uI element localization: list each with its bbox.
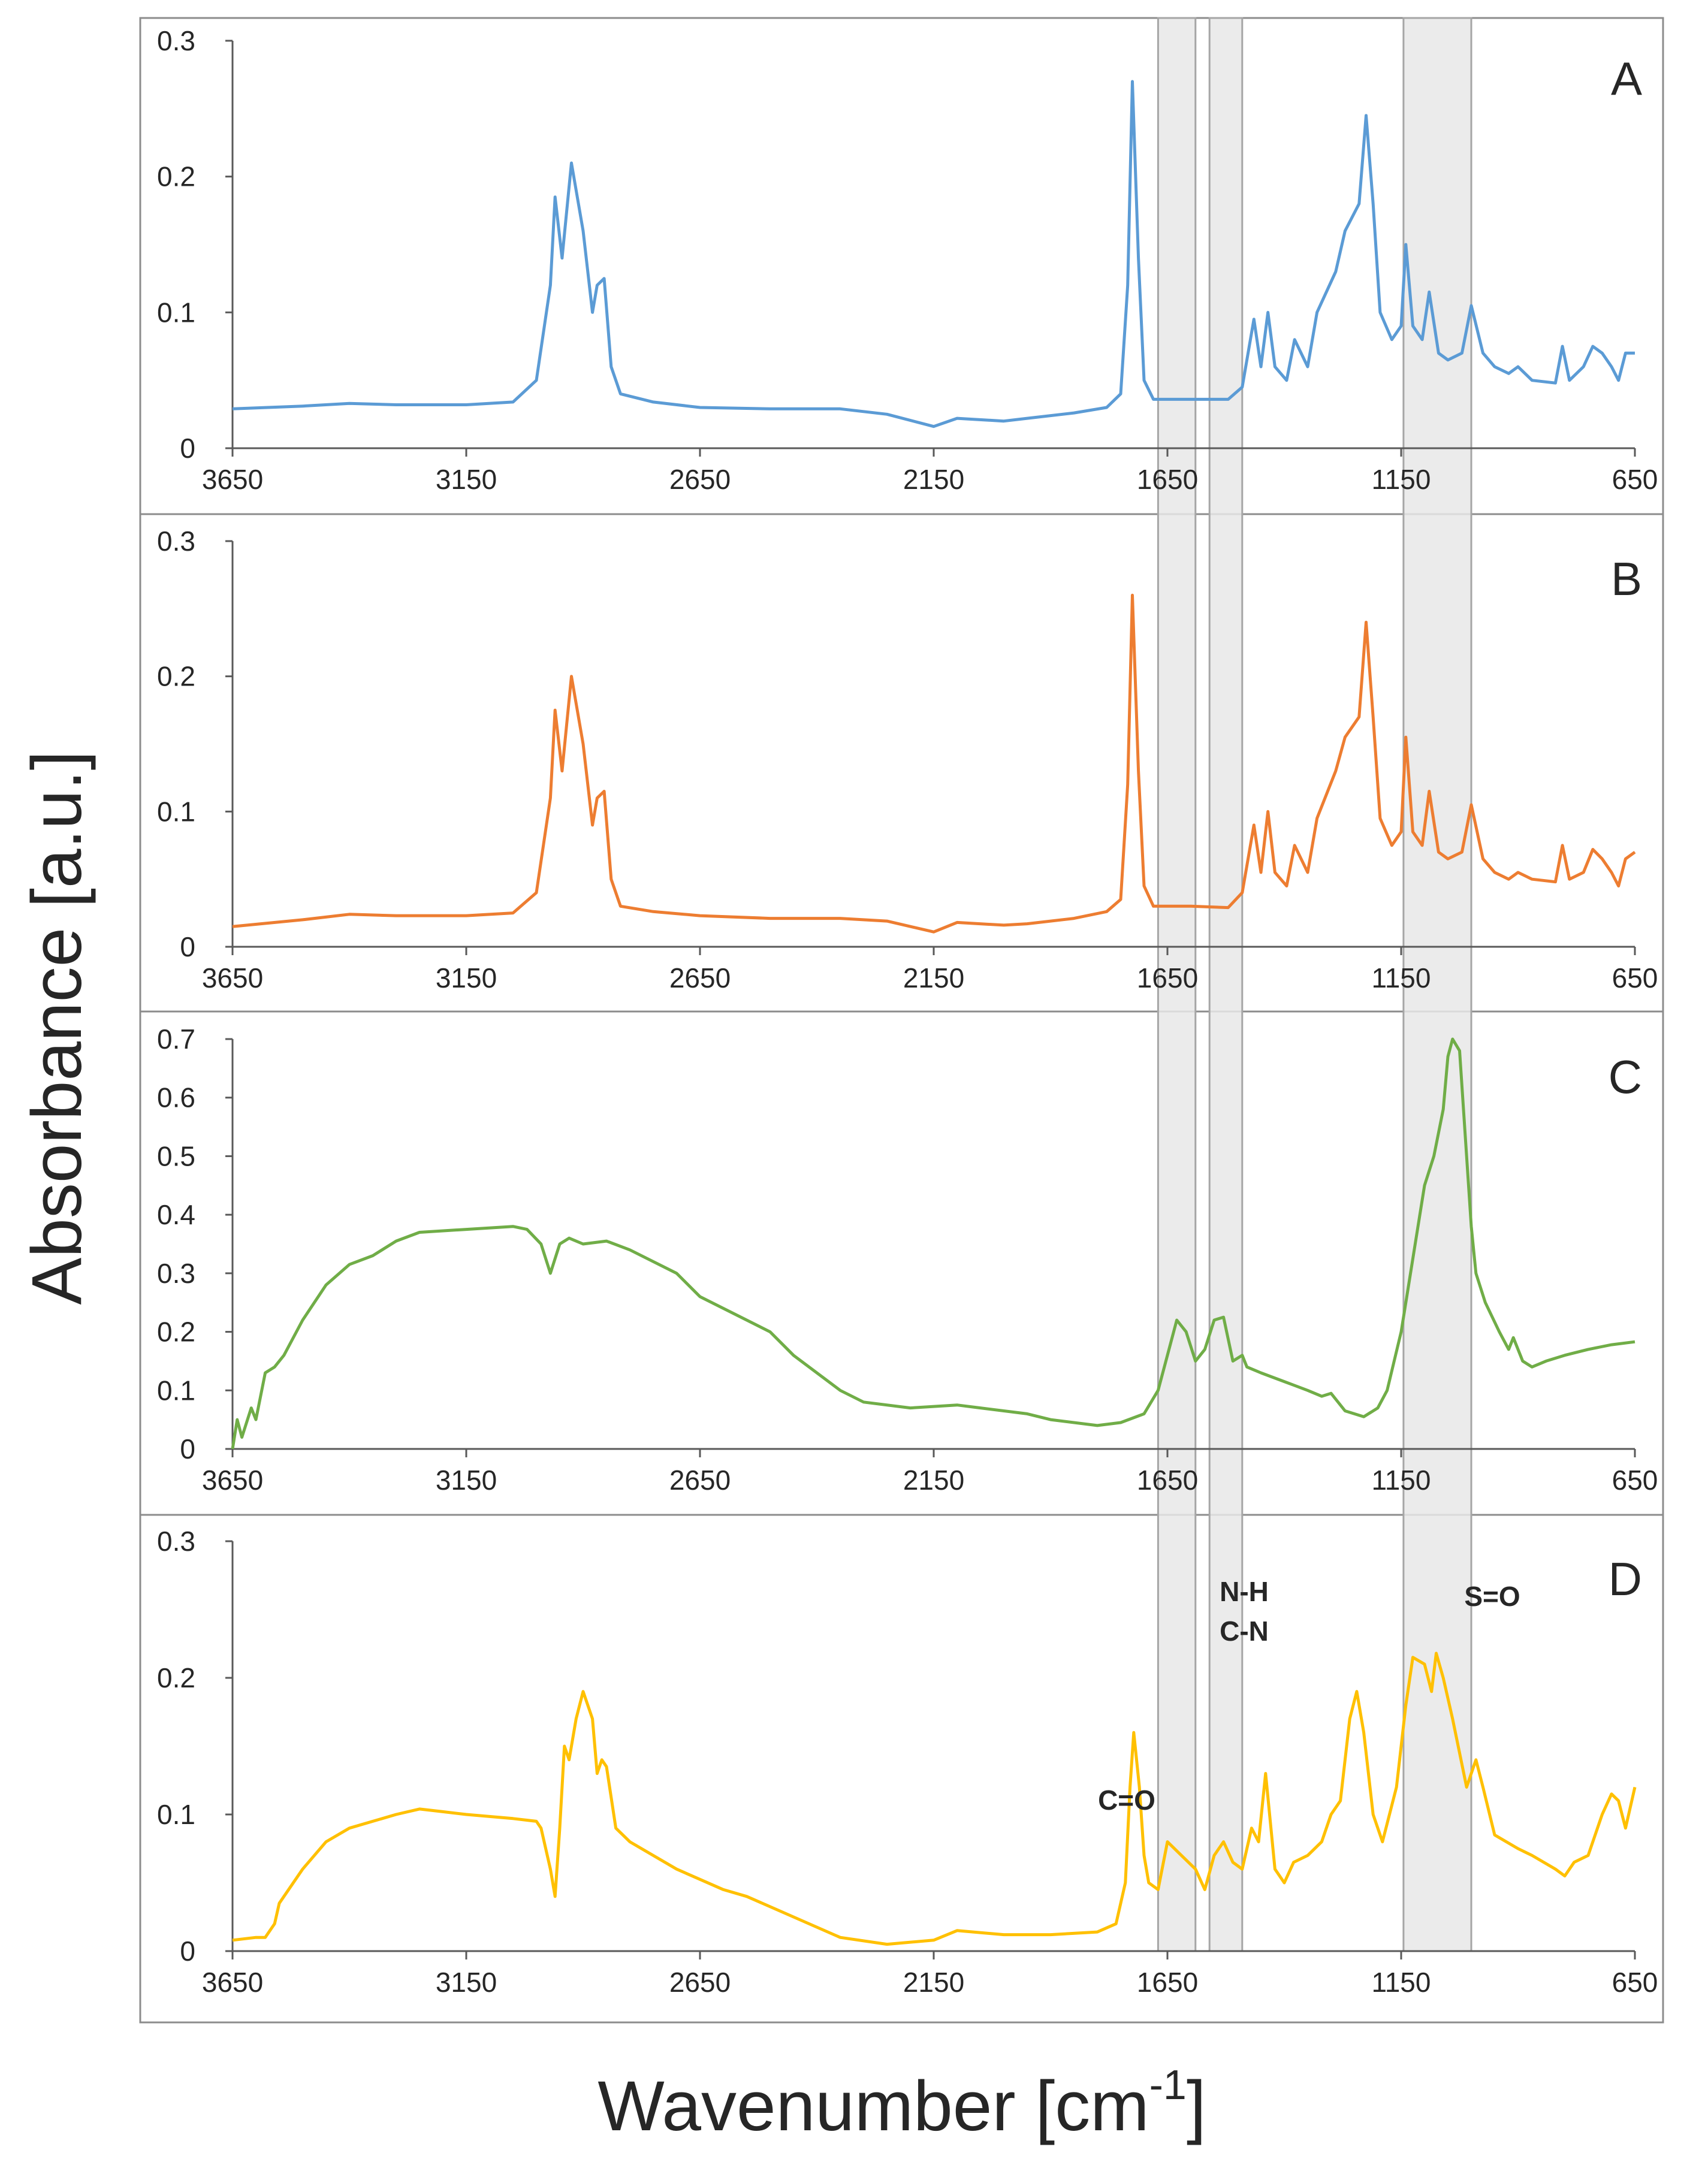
- y-tick-label-d: 0.1: [157, 1799, 195, 1830]
- y-tick-label-b: 0.1: [157, 796, 195, 827]
- band-label-c-o: C=O: [1098, 1785, 1155, 1816]
- x-tick-label-d: 1150: [1372, 1967, 1431, 1998]
- y-tick-label-c: 0.1: [157, 1375, 195, 1406]
- x-tick-label-b: 3150: [436, 962, 497, 994]
- panel-c: 0 0.1 0.2 0.3 0.4 0.5 0.6 0.7 3650 3150 2650 2150 16…: [157, 1023, 1658, 1496]
- spectrum-line-c: [231, 1037, 1635, 1450]
- x-tick-label-b: 650: [1612, 962, 1658, 994]
- x-tick-label-a: 3150: [436, 464, 497, 495]
- panel-b: 0 0.1 0.2 0.3 3650 3150 2650 2150 1650 1150 650 B: [157, 526, 1658, 994]
- y-tick-label-a: 0: [180, 433, 195, 464]
- y-tick-label-b: 0.3: [157, 526, 195, 557]
- x-tick-label-b: 2150: [903, 962, 964, 994]
- y-axis-title: Absorbance [a.u.]: [17, 751, 96, 1305]
- x-tick-label-d: 2650: [669, 1967, 731, 1998]
- spectrum-line-d: [232, 1651, 1637, 1946]
- panel-letter-b: B: [1611, 552, 1642, 605]
- x-tick-label-d: 1650: [1137, 1967, 1198, 1998]
- panel-frame-d: [139, 1514, 1664, 2024]
- x-tick-label-d: 3650: [202, 1967, 263, 1998]
- x-tick-label-a: 1150: [1372, 464, 1431, 495]
- x-tick-label-d: 2150: [903, 1967, 964, 1998]
- x-tick-label-a: 3650: [202, 464, 263, 495]
- y-tick-label-c: 0: [180, 1433, 195, 1465]
- x-axis-title: Wavenumber [cm-1]: [598, 2061, 1206, 2146]
- band-label-s-o: S=O: [1464, 1581, 1520, 1612]
- band-label-n-h: N-H: [1220, 1576, 1269, 1607]
- y-tick-label-c: 0.3: [157, 1258, 195, 1289]
- spectrum-line-b: [232, 593, 1636, 934]
- y-tick-label-a: 0.3: [157, 25, 195, 56]
- x-tick-label-b: 1150: [1372, 962, 1431, 994]
- y-tick-label-a: 0.1: [157, 297, 195, 328]
- x-tick-label-a: 1650: [1137, 464, 1198, 495]
- band-labels: C=O N-H C-N S=O: [1098, 1576, 1520, 1816]
- x-tick-label-b: 1650: [1137, 962, 1198, 994]
- shaded-band-2: [1208, 17, 1244, 1952]
- x-tick-label-a: 2150: [903, 464, 964, 495]
- x-tick-label-b: 2650: [669, 962, 731, 994]
- panel-frames: [139, 17, 1664, 2024]
- band-label-c-n: C-N: [1220, 1616, 1269, 1647]
- x-tick-label-b: 3650: [202, 962, 263, 994]
- x-tick-label-c: 1150: [1372, 1465, 1431, 1496]
- y-tick-label-c: 0.4: [157, 1199, 195, 1230]
- shaded-band-1: [1157, 17, 1197, 1952]
- x-tick-label-c: 650: [1612, 1465, 1658, 1496]
- panel-letter-c: C: [1609, 1050, 1642, 1103]
- y-tick-label-d: 0: [180, 1936, 195, 1967]
- y-tick-label-b: 0.2: [157, 661, 195, 692]
- y-tick-label-c: 0.5: [157, 1140, 195, 1171]
- y-tick-label-b: 0: [180, 931, 195, 962]
- y-tick-label-c: 0.2: [157, 1317, 195, 1348]
- panel-letter-a: A: [1611, 52, 1642, 105]
- y-tick-label-c: 0.7: [157, 1023, 195, 1055]
- x-tick-label-c: 2150: [903, 1465, 964, 1496]
- x-tick-label-c: 3650: [202, 1465, 263, 1496]
- panel-a: 0 0.1 0.2 0.3 3650 3150 2650 2150 1650 1150 650 A: [157, 25, 1658, 495]
- y-tick-label-d: 0.2: [157, 1662, 195, 1693]
- x-tick-label-c: 1650: [1137, 1465, 1198, 1496]
- x-tick-label-a: 650: [1612, 464, 1658, 495]
- x-axis-title-close: ]: [1187, 2067, 1206, 2146]
- spectrum-line-a: [232, 80, 1635, 428]
- y-tick-label-d: 0.3: [157, 1526, 195, 1557]
- x-tick-label-d: 650: [1612, 1967, 1658, 1998]
- y-tick-label-c: 0.6: [157, 1082, 195, 1113]
- x-tick-label-c: 3150: [436, 1465, 497, 1496]
- x-axis-title-main: Wavenumber [cm: [598, 2067, 1149, 2146]
- panel-d: 0 0.1 0.2 0.3 3650 3150 2650 2150 1650 1150 650 D: [157, 1526, 1658, 1998]
- panel-letter-d: D: [1609, 1553, 1642, 1605]
- y-tick-label-a: 0.2: [157, 161, 195, 192]
- x-tick-label-c: 2650: [669, 1465, 731, 1496]
- x-tick-label-a: 2650: [669, 464, 731, 495]
- x-tick-label-d: 3150: [436, 1967, 497, 1998]
- x-axis-title-superscript: -1: [1149, 2061, 1187, 2108]
